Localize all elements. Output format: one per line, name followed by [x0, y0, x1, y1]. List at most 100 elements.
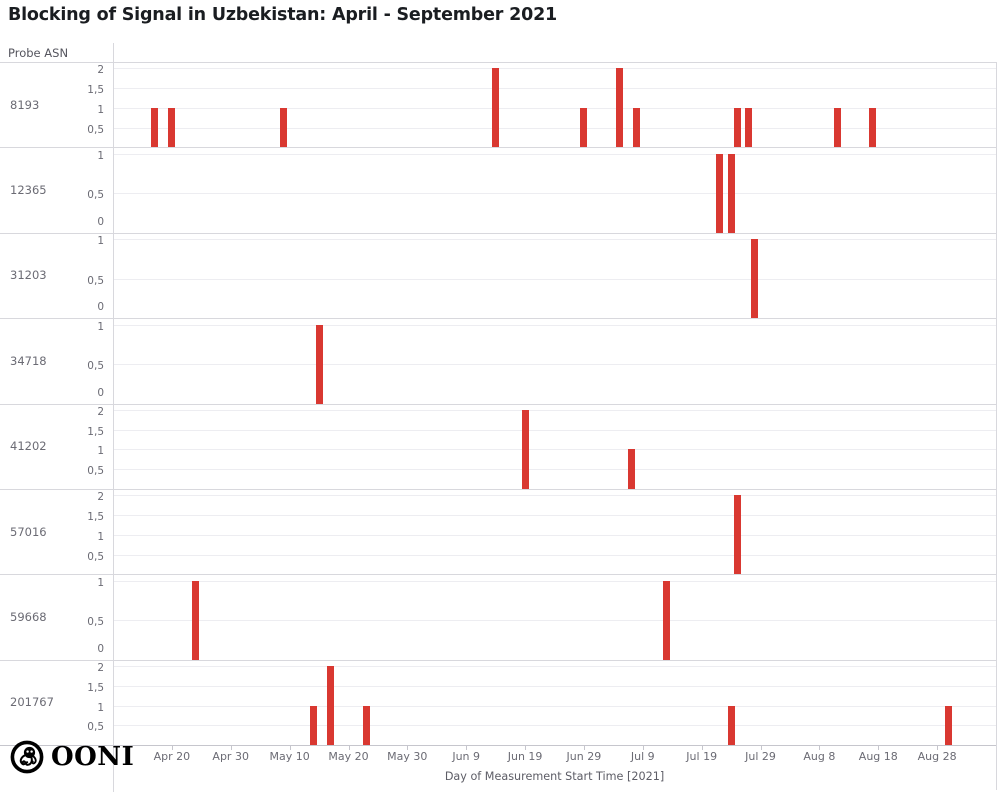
- row-separator: [0, 488, 996, 490]
- bar: [727, 705, 735, 745]
- gridline: [113, 685, 996, 687]
- x-tick-mark: [878, 745, 880, 750]
- ooni-wordmark: OONI: [51, 742, 135, 772]
- x-tick-label: Jun 9: [452, 750, 481, 763]
- gridline: [113, 429, 996, 431]
- row-separator: [0, 232, 996, 234]
- gridline: [113, 127, 996, 129]
- asn-label: 12365: [10, 183, 47, 198]
- y-axis-line: [113, 43, 114, 792]
- x-tick-mark: [230, 745, 232, 750]
- bar: [733, 495, 741, 575]
- x-tick-mark: [466, 745, 468, 750]
- row-separator: [0, 574, 996, 576]
- gridline: [113, 153, 996, 155]
- x-tick-label: Jul 29: [745, 750, 776, 763]
- y-axis-header: Probe ASN: [8, 46, 69, 60]
- x-tick-label: Aug 18: [858, 750, 898, 763]
- y-tick-label: 0: [97, 215, 104, 228]
- x-tick-mark: [760, 745, 762, 750]
- y-tick-label: 0,5: [87, 274, 104, 287]
- x-tick-mark: [937, 745, 939, 750]
- x-tick-label: Jun 29: [566, 750, 602, 763]
- gridline: [113, 364, 996, 365]
- bar: [627, 449, 635, 489]
- ooni-octopus-icon: [10, 740, 44, 774]
- bar: [615, 68, 623, 148]
- x-tick-label: Aug 28: [917, 750, 957, 763]
- bar: [362, 705, 370, 745]
- asn-label: 201767: [10, 695, 54, 710]
- row-separator: [0, 62, 996, 63]
- row-separator: [0, 318, 996, 320]
- bar: [492, 68, 500, 148]
- x-tick-label: Apr 30: [212, 750, 249, 763]
- gridline: [113, 515, 996, 516]
- bar: [715, 153, 723, 233]
- y-tick-label: 0,5: [87, 465, 104, 478]
- x-tick-mark: [289, 745, 291, 750]
- x-tick-mark: [701, 745, 703, 750]
- bar: [868, 107, 876, 148]
- bar: [327, 666, 335, 745]
- bar: [745, 107, 753, 148]
- y-tick-label: 2: [97, 64, 104, 77]
- gridline: [113, 705, 996, 707]
- y-tick-label: 1,5: [87, 681, 104, 694]
- row-separator: [0, 147, 996, 149]
- y-tick-label: 2: [97, 405, 104, 418]
- bar: [309, 705, 317, 745]
- bar: [280, 107, 288, 148]
- gridline: [113, 580, 996, 582]
- x-tick-mark: [407, 745, 409, 750]
- y-tick-label: 1: [97, 103, 104, 116]
- asn-label: 41202: [10, 439, 47, 454]
- bar: [751, 239, 759, 319]
- asn-label: 8193: [10, 97, 40, 112]
- gridline: [113, 725, 996, 727]
- bar: [150, 107, 158, 148]
- asn-label: 34718: [10, 353, 47, 368]
- bar: [662, 580, 670, 660]
- gridline: [113, 278, 996, 280]
- y-tick-label: 1: [97, 149, 104, 162]
- x-tick-mark: [819, 745, 821, 750]
- y-tick-label: 1: [97, 701, 104, 714]
- y-tick-label: 0,5: [87, 360, 104, 372]
- x-axis-line: [0, 745, 996, 746]
- gridline: [113, 469, 996, 471]
- x-axis-title: Day of Measurement Start Time [2021]: [444, 770, 665, 783]
- gridline: [113, 107, 996, 109]
- y-tick-label: 1: [97, 530, 104, 543]
- y-tick-label: 0,5: [87, 616, 104, 629]
- bar: [191, 580, 199, 660]
- y-tick-label: 1,5: [87, 511, 104, 523]
- y-tick-label: 2: [97, 662, 104, 674]
- x-tick-mark: [171, 745, 173, 750]
- y-tick-label: 0,5: [87, 189, 104, 202]
- gridline: [113, 409, 996, 411]
- x-tick-label: May 10: [269, 750, 310, 763]
- y-tick-label: 0: [97, 642, 104, 655]
- bar: [727, 153, 735, 233]
- x-tick-label: Jul 19: [686, 750, 718, 763]
- bar: [733, 107, 741, 148]
- bar: [945, 705, 953, 745]
- gridline: [113, 68, 996, 70]
- y-tick-label: 0,5: [87, 721, 104, 734]
- gridline: [113, 193, 996, 195]
- x-tick-label: May 30: [387, 750, 428, 763]
- gridline: [113, 88, 996, 90]
- row-separator: [0, 403, 996, 405]
- gridline: [113, 666, 996, 667]
- asn-label: 31203: [10, 268, 47, 283]
- row-separator: [0, 659, 996, 661]
- bar: [633, 107, 641, 148]
- y-tick-label: 0,5: [87, 123, 104, 136]
- gridline: [113, 620, 996, 622]
- right-border-line: [996, 62, 997, 790]
- y-tick-label: 1,5: [87, 425, 104, 438]
- y-tick-label: 1: [97, 576, 104, 589]
- bar: [315, 324, 323, 404]
